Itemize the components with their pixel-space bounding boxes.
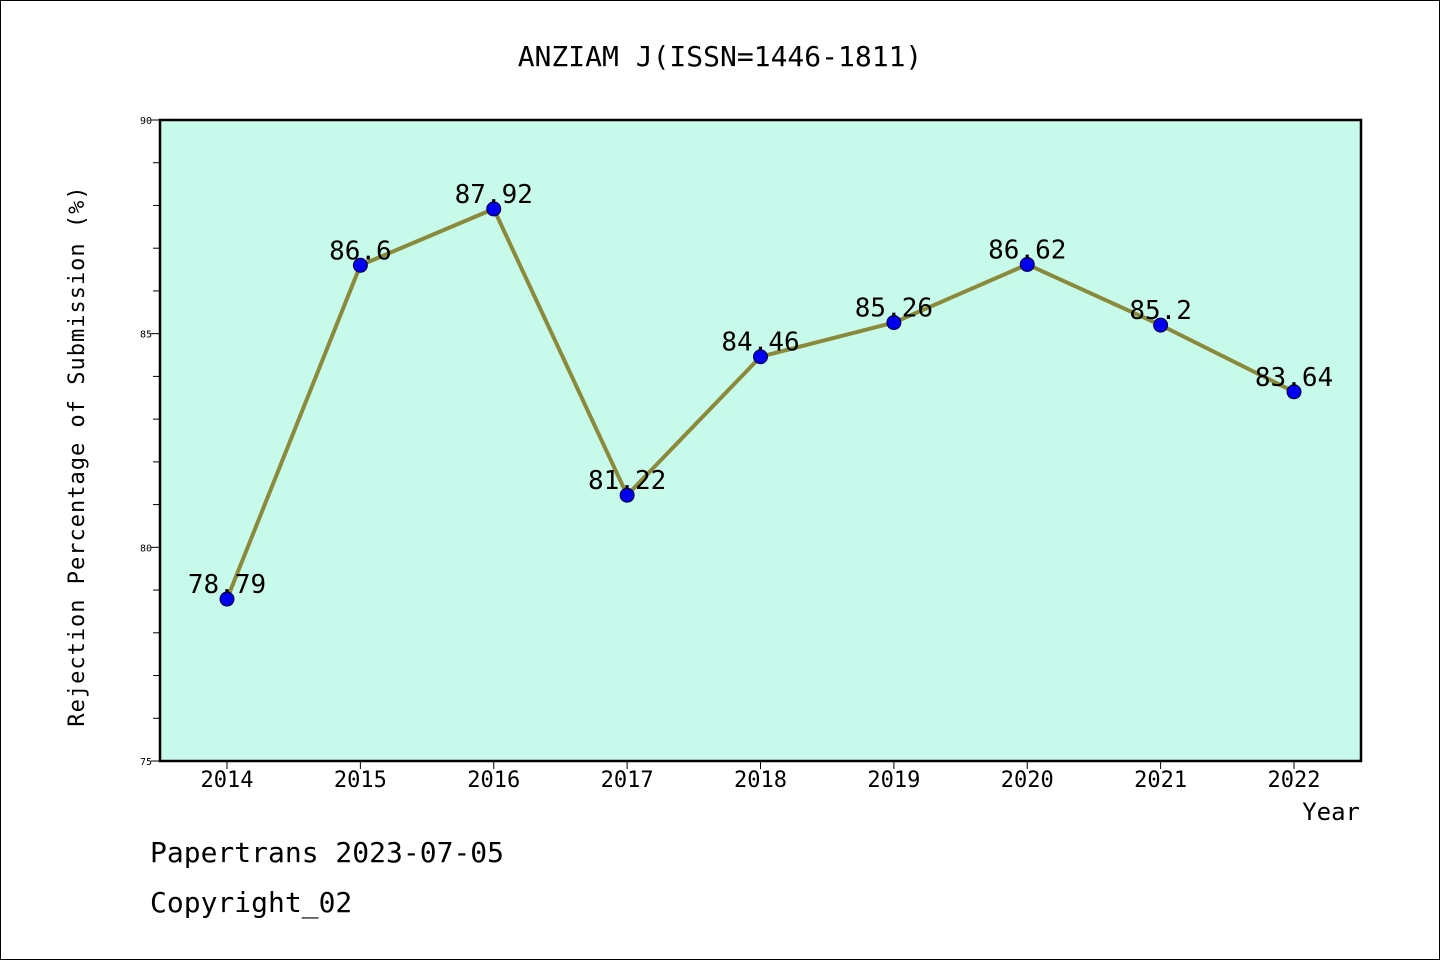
y-tick-label: 75 <box>140 757 152 768</box>
data-label: 83.64 <box>1255 363 1333 393</box>
y-axis: 75 80 85 90 <box>140 116 160 768</box>
data-point <box>619 487 635 503</box>
series-layer <box>219 201 1302 607</box>
data-point <box>219 591 235 607</box>
data-label: 78.79 <box>188 570 266 600</box>
x-tick-label: 2016 <box>467 768 520 793</box>
x-tick-label: 2014 <box>201 768 254 793</box>
data-labels: 78.79 86.6 87.92 81.22 84.46 85.26 86.62 85.2 83… <box>188 180 1333 600</box>
x-tick-label: 2018 <box>734 768 787 793</box>
chart-title: ANZIAM J(ISSN=1446-1811) <box>518 40 923 73</box>
data-label: 85.2 <box>1129 296 1192 326</box>
data-point <box>1019 256 1035 272</box>
x-tick-label: 2020 <box>1001 768 1054 793</box>
footer-date: Papertrans 2023-07-05 <box>150 836 505 869</box>
data-label: 87.92 <box>455 180 533 210</box>
data-point <box>1153 317 1169 333</box>
data-point <box>1286 384 1302 400</box>
footer-copyright: Copyright_02 <box>150 886 353 919</box>
data-point <box>352 257 368 273</box>
plot-area <box>160 120 1361 761</box>
y-tick-label: 85 <box>140 330 152 341</box>
data-label: 86.62 <box>988 235 1066 265</box>
x-axis: 2014 2015 2016 2017 2018 2019 2020 2021 2022 <box>201 761 1321 793</box>
data-label: 86.6 <box>329 236 392 266</box>
data-point <box>753 349 768 365</box>
y-tick-label: 90 <box>140 116 152 127</box>
plot-border <box>158 118 1363 763</box>
data-label: 81.22 <box>588 466 666 496</box>
x-tick-label: 2019 <box>867 768 920 793</box>
y-tick-label: 80 <box>140 543 152 554</box>
x-tick-label: 2017 <box>601 768 654 793</box>
data-label: 85.26 <box>855 294 933 324</box>
x-tick-label: 2015 <box>334 768 387 793</box>
data-point <box>886 315 902 331</box>
data-point <box>486 201 502 217</box>
x-tick-label: 2021 <box>1134 768 1187 793</box>
data-label: 84.46 <box>721 328 799 358</box>
x-axis-label: Year <box>1302 798 1360 826</box>
x-tick-label: 2022 <box>1268 768 1321 793</box>
y-axis-label: Rejection Percentage of Submission (%) <box>65 185 90 726</box>
